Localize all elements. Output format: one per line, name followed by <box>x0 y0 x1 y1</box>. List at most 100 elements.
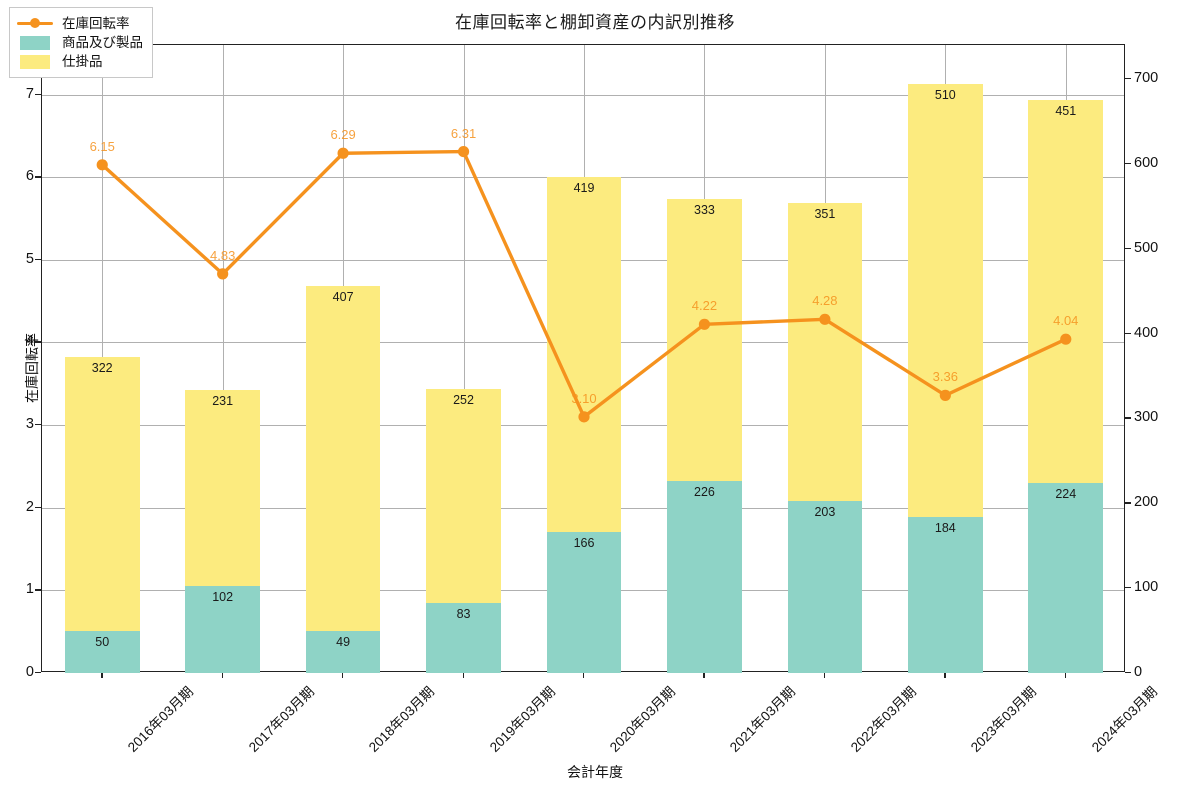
y-axis-right-tickmark <box>1125 417 1131 419</box>
bar-value-label-merchandise: 166 <box>573 536 595 551</box>
line-marker[interactable] <box>96 159 108 171</box>
bar-value-label-wip: 407 <box>332 290 354 305</box>
legend-label-turnover: 在庫回転率 <box>62 16 130 31</box>
line-marker[interactable] <box>578 411 590 423</box>
y-axis-right-tickmark <box>1125 672 1131 674</box>
y-axis-left-tickmark <box>35 258 41 261</box>
line-marker[interactable] <box>217 268 229 280</box>
x-axis-tick-label: 2020年03月期 <box>606 683 678 755</box>
legend-label-wip: 仕掛品 <box>62 54 103 69</box>
legend-item-wip[interactable]: 仕掛品 <box>17 52 143 71</box>
y-axis-left-tick-label: 4 <box>25 333 34 350</box>
inventory-turnover-line <box>100 149 1068 419</box>
y-axis-right-tick-label: 400 <box>1134 324 1159 341</box>
bar-segment-merchandise[interactable] <box>667 481 742 673</box>
line-value-label: 4.83 <box>210 247 236 263</box>
bar-segment-merchandise[interactable] <box>426 602 501 673</box>
bar-value-label-merchandise: 102 <box>212 590 234 605</box>
x-axis-tick-label: 2017年03月期 <box>245 683 317 755</box>
y-axis-right-tick-label: 500 <box>1134 239 1159 256</box>
bar-segment-merchandise[interactable] <box>185 586 260 673</box>
bar-value-label-wip: 351 <box>814 206 836 221</box>
line-value-label: 3.36 <box>932 369 958 385</box>
x-axis-tick-label: 2018年03月期 <box>365 683 438 755</box>
legend-item-line[interactable]: 在庫回転率 <box>17 14 143 33</box>
x-axis-tick-label: 2022年03月期 <box>847 683 919 755</box>
line-marker[interactable] <box>457 145 470 158</box>
chart-legend: 在庫回転率 商品及び製品 仕掛品 <box>9 7 153 78</box>
bar-segment-wip[interactable] <box>907 84 983 517</box>
bar-segment-merchandise[interactable] <box>1028 482 1104 673</box>
bar-value-label-merchandise: 203 <box>814 504 836 519</box>
bar-segment-wip[interactable] <box>546 176 622 533</box>
y-axis-right-tickmark <box>1125 587 1131 589</box>
bar-segment-merchandise[interactable] <box>546 532 622 673</box>
line-marker[interactable] <box>939 389 951 401</box>
bar-value-label-wip: 231 <box>212 394 234 409</box>
legend-item-merchandise[interactable]: 商品及び製品 <box>17 33 143 52</box>
y-axis-left-tickmark <box>35 424 41 426</box>
bar-segment-merchandise[interactable] <box>787 500 863 673</box>
bar-segment-wip[interactable] <box>64 357 140 631</box>
y-axis-left-tick-label: 7 <box>25 85 34 102</box>
x-axis-tickmark <box>823 672 826 678</box>
x-axis-tickmark <box>101 672 103 678</box>
legend-label-merchandise: 商品及び製品 <box>62 35 143 50</box>
bar-segment-wip[interactable] <box>305 286 381 632</box>
bar-segment-wip[interactable] <box>185 390 260 587</box>
y-axis-right-tick-label: 0 <box>1134 664 1143 680</box>
y-axis-left-tickmark <box>35 176 41 178</box>
y-axis-left-tick-label: 1 <box>25 581 34 598</box>
x-axis-tickmark <box>462 672 464 678</box>
y-axis-left-tickmark <box>35 341 41 343</box>
legend-swatch-merchandise-icon <box>17 35 53 50</box>
bar-segment-wip[interactable] <box>426 388 501 603</box>
bar-segment-wip[interactable] <box>667 198 742 482</box>
bar-value-label-wip: 322 <box>91 361 113 376</box>
bar-value-label-wip: 333 <box>694 202 715 217</box>
line-marker[interactable] <box>1060 333 1072 345</box>
line-marker[interactable] <box>819 313 831 325</box>
gridline-horizontal <box>42 94 1124 96</box>
bar-value-label-merchandise: 49 <box>336 635 351 650</box>
line-marker[interactable] <box>698 318 711 330</box>
line-markers <box>96 145 1072 423</box>
y-axis-left-tickmark <box>35 93 41 95</box>
bar-segment-merchandise[interactable] <box>305 631 381 673</box>
x-axis-title: 会計年度 <box>567 764 623 780</box>
bar-value-label-merchandise: 83 <box>456 606 471 621</box>
bar-value-label-merchandise: 50 <box>95 634 110 649</box>
line-value-label: 4.22 <box>691 298 718 314</box>
x-axis-tickmark <box>1064 672 1067 678</box>
x-axis-tick-label: 2016年03月期 <box>125 683 197 755</box>
line-value-label: 6.15 <box>89 138 115 154</box>
line-value-label: 4.28 <box>812 293 838 309</box>
legend-line-icon <box>17 16 53 31</box>
bar-value-label-merchandise: 224 <box>1055 486 1077 501</box>
bar-segment-merchandise[interactable] <box>64 630 140 673</box>
chart-title: 在庫回転率と棚卸資産の内訳別推移 <box>455 13 735 32</box>
y-axis-right-tickmark <box>1125 247 1131 249</box>
y-axis-left-tick-label: 6 <box>25 168 34 185</box>
gridline-vertical <box>222 45 224 671</box>
y-axis-right-tick-label: 100 <box>1134 579 1159 596</box>
y-axis-left-tick-label: 3 <box>25 416 34 433</box>
bar-value-label-wip: 419 <box>573 180 595 195</box>
bar-segment-wip[interactable] <box>1028 100 1104 483</box>
y-axis-right-tickmark <box>1125 502 1131 504</box>
bar-value-label-merchandise: 226 <box>694 485 715 500</box>
x-axis-tickmark <box>944 672 946 678</box>
y-axis-right-tick-label: 300 <box>1134 409 1159 426</box>
bar-segment-merchandise[interactable] <box>907 516 983 673</box>
y-axis-left-tickmark <box>35 672 41 674</box>
line-value-label: 6.29 <box>330 127 356 143</box>
line-marker[interactable] <box>337 147 349 159</box>
bar-value-label-wip: 510 <box>934 88 956 103</box>
legend-swatch-wip-icon <box>17 54 53 69</box>
y-axis-right-tickmark <box>1125 77 1131 80</box>
bar-segment-wip[interactable] <box>787 202 863 501</box>
plot-area: 50 322 102 231 49 407 83 252 166 419 226 333 203 351 1… <box>41 44 1125 673</box>
y-axis-left-tick-label: 2 <box>25 498 34 515</box>
x-axis-tick-label: 2019年03月期 <box>486 683 558 755</box>
